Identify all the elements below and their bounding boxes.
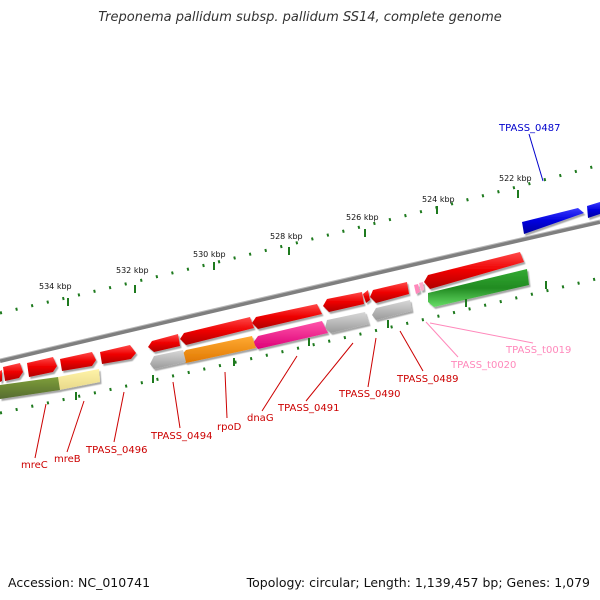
genome-backbone-highlight	[0, 219, 600, 360]
leader-lines	[34, 133, 544, 459]
gene-red-small-b[interactable]	[363, 290, 370, 303]
leader-mreB	[66, 400, 85, 453]
scale-ring: 534 kbp 532 kbp 530 kbp 528 kbp 526 kbp …	[0, 163, 600, 315]
scale-label-532: 532 kbp	[116, 266, 149, 275]
label-rpoD[interactable]: rpoD	[217, 422, 242, 433]
gene-dnaG[interactable]	[253, 321, 328, 349]
gene-red-upper-long[interactable]	[424, 252, 524, 289]
leader-TPASS_0496	[113, 391, 125, 443]
gene-next-blue[interactable]	[587, 202, 600, 218]
label-TPASS_0494[interactable]: TPASS_0494	[150, 431, 212, 442]
gene-red-d[interactable]	[252, 304, 322, 329]
label-mreB[interactable]: mreB	[54, 454, 81, 465]
leader-TPASS_0494	[172, 381, 181, 429]
gene-labels: mreC mreB TPASS_0496 TPASS_0494 rpoD dna…	[21, 123, 571, 471]
gene-red-j[interactable]	[3, 363, 23, 381]
reverse-strand	[0, 269, 529, 399]
gene-green-large[interactable]	[428, 269, 529, 307]
leader-rpoD	[224, 371, 228, 419]
leader-TPASS_t0020	[425, 321, 459, 358]
gene-TPASS_t0020[interactable]	[414, 284, 420, 294]
label-mreC[interactable]: mreC	[21, 460, 48, 471]
label-TPASS_0489[interactable]: TPASS_0489	[396, 374, 458, 385]
label-TPASS_0487[interactable]: TPASS_0487	[498, 123, 560, 134]
leader-TPASS_0487	[528, 133, 544, 182]
label-dnaG[interactable]: dnaG	[247, 413, 274, 424]
label-TPASS_0491[interactable]: TPASS_0491	[277, 403, 339, 414]
accession-text: Accession: NC_010741	[8, 575, 151, 590]
gene-red-i[interactable]	[27, 357, 57, 377]
leader-TPASS_t0019	[429, 322, 534, 344]
gene-grey-a[interactable]	[372, 300, 412, 320]
leader-mreC	[34, 403, 47, 459]
scale-label-528: 528 kbp	[270, 232, 303, 241]
gene-rpoD[interactable]	[180, 336, 256, 363]
gene-red-f[interactable]	[148, 334, 180, 352]
scale-label-534: 534 kbp	[39, 282, 72, 291]
inner-tick-path	[0, 276, 600, 415]
gene-red-h[interactable]	[60, 352, 96, 371]
forward-strand	[0, 202, 600, 382]
genome-summary-text: Topology: circular; Length: 1,139,457 bp…	[246, 575, 590, 590]
leader-TPASS_0489	[399, 330, 424, 372]
label-TPASS_t0019[interactable]: TPASS_t0019	[505, 345, 571, 356]
label-TPASS_t0020[interactable]: TPASS_t0020	[450, 360, 516, 371]
gene-TPASS_t0019[interactable]	[419, 282, 424, 291]
gene-red-g[interactable]	[100, 345, 136, 364]
label-TPASS_0496[interactable]: TPASS_0496	[85, 445, 147, 456]
gene-red-e[interactable]	[180, 317, 254, 345]
gene-red-c[interactable]	[323, 292, 364, 312]
gene-mreB[interactable]	[55, 369, 100, 390]
gene-red-k[interactable]	[0, 370, 2, 382]
map-title: Treponema pallidum subsp. pallidum SS14,…	[98, 10, 502, 25]
leader-TPASS_0491	[305, 342, 354, 402]
scale-label-524: 524 kbp	[422, 195, 455, 204]
leader-dnaG	[261, 355, 298, 412]
label-TPASS_0490[interactable]: TPASS_0490	[338, 389, 400, 400]
inner-tick-ring	[0, 276, 600, 415]
gene-mreC[interactable]	[0, 377, 60, 399]
scale-label-526: 526 kbp	[346, 213, 379, 222]
gene-TPASS_0494[interactable]	[150, 350, 186, 369]
gene-TPASS_0487[interactable]	[522, 208, 584, 234]
gene-grey-b[interactable]	[325, 312, 369, 333]
leader-TPASS_0490	[367, 337, 377, 388]
genome-backbone	[0, 220, 600, 363]
gene-red-small-a[interactable]	[370, 282, 409, 303]
scale-label-530: 530 kbp	[193, 250, 226, 259]
scale-label-522: 522 kbp	[499, 174, 532, 183]
